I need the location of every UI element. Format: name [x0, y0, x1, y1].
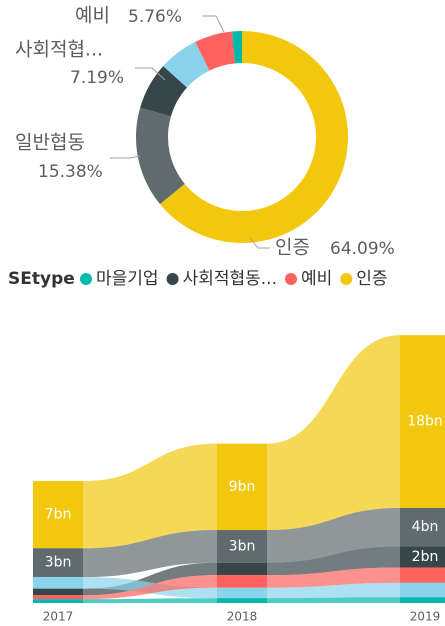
leader-line	[110, 155, 141, 159]
ribbon-column-segment	[33, 599, 83, 603]
ribbon	[267, 597, 400, 603]
x-tick-label: 2019	[410, 610, 441, 624]
ribbon-chart: 7bn 9bn 18bn 3bn 3bn 4bn 2bn 2017 2018 2019	[33, 335, 445, 624]
donut-labels: 예비 5.76% 사회적협... 7.19% 일반협동 15.38% 인증 64…	[15, 5, 395, 260]
slice-label: 사회적협...	[15, 39, 103, 61]
ribbon-column-segment	[33, 481, 83, 549]
legend: SEtype 마을기업 사회적협동... 예비 인증	[8, 269, 388, 289]
legend-marker	[340, 273, 353, 285]
ribbon	[83, 575, 217, 600]
donut-slice	[140, 66, 187, 117]
ribbon-column-segment	[33, 595, 83, 600]
slice-value-label: 7.19%	[70, 68, 124, 88]
x-tick-label: 2017	[43, 610, 74, 624]
ribbon-column-segment	[33, 588, 83, 596]
leader-line	[202, 15, 225, 33]
leader-line	[135, 67, 166, 81]
ribbon-column-segment	[400, 507, 445, 547]
ribbon-column-segment	[33, 577, 83, 589]
legend-title: SEtype	[8, 269, 75, 289]
ribbon-column-segment	[217, 443, 267, 531]
ribbon	[83, 443, 217, 549]
slice-value-label: 64.09%	[330, 239, 395, 259]
ribbon	[267, 546, 400, 576]
ribbon-column-segment	[217, 598, 267, 603]
ribbon-column-segment	[400, 546, 445, 568]
data-label: 18bn	[407, 414, 443, 430]
legend-marker	[284, 273, 297, 285]
ribbon-column-segment	[217, 530, 267, 563]
ribbon	[83, 598, 217, 603]
ribbon-column-segment	[400, 597, 445, 603]
slice-label: 인증	[275, 237, 310, 259]
slice-value-label: 5.76%	[128, 7, 182, 27]
ribbon	[267, 582, 400, 599]
legend-label: 인증	[356, 269, 387, 289]
legend-label: 마을기업	[96, 269, 159, 289]
data-label: 9bn	[229, 479, 256, 495]
legend-label: 예비	[301, 269, 332, 289]
legend-label: 사회적협동...	[183, 269, 277, 289]
donut-slice	[195, 31, 236, 71]
ribbon-column-segment	[217, 562, 267, 576]
slice-label: 일반협동	[15, 132, 85, 154]
data-label: 3bn	[45, 555, 72, 571]
donut-chart	[136, 31, 348, 243]
donut-slice	[163, 41, 210, 88]
donut-slice	[136, 107, 185, 205]
data-label: 7bn	[45, 507, 72, 523]
ribbon	[83, 530, 217, 578]
ribbon-column-segment	[400, 335, 445, 508]
slice-value-label: 15.38%	[38, 162, 103, 182]
ribbon	[267, 507, 400, 563]
legend-marker	[166, 273, 179, 285]
data-label: 2bn	[412, 549, 439, 565]
slice-label: 예비	[75, 5, 110, 27]
ribbon-column-segment	[217, 587, 267, 599]
data-label: 3bn	[229, 538, 256, 554]
ribbon	[267, 567, 400, 588]
ribbon-column-segment	[400, 567, 445, 583]
legend-marker	[80, 273, 92, 285]
data-label: 4bn	[412, 519, 439, 535]
donut-slice	[159, 31, 348, 243]
donut-slice	[232, 31, 242, 64]
ribbon-column-segment	[33, 548, 83, 578]
x-tick-label: 2018	[227, 610, 258, 624]
ribbon	[267, 335, 400, 531]
leader-line	[249, 237, 270, 249]
ribbon-column-segment	[217, 575, 267, 588]
ribbon-column-segment	[400, 582, 445, 598]
